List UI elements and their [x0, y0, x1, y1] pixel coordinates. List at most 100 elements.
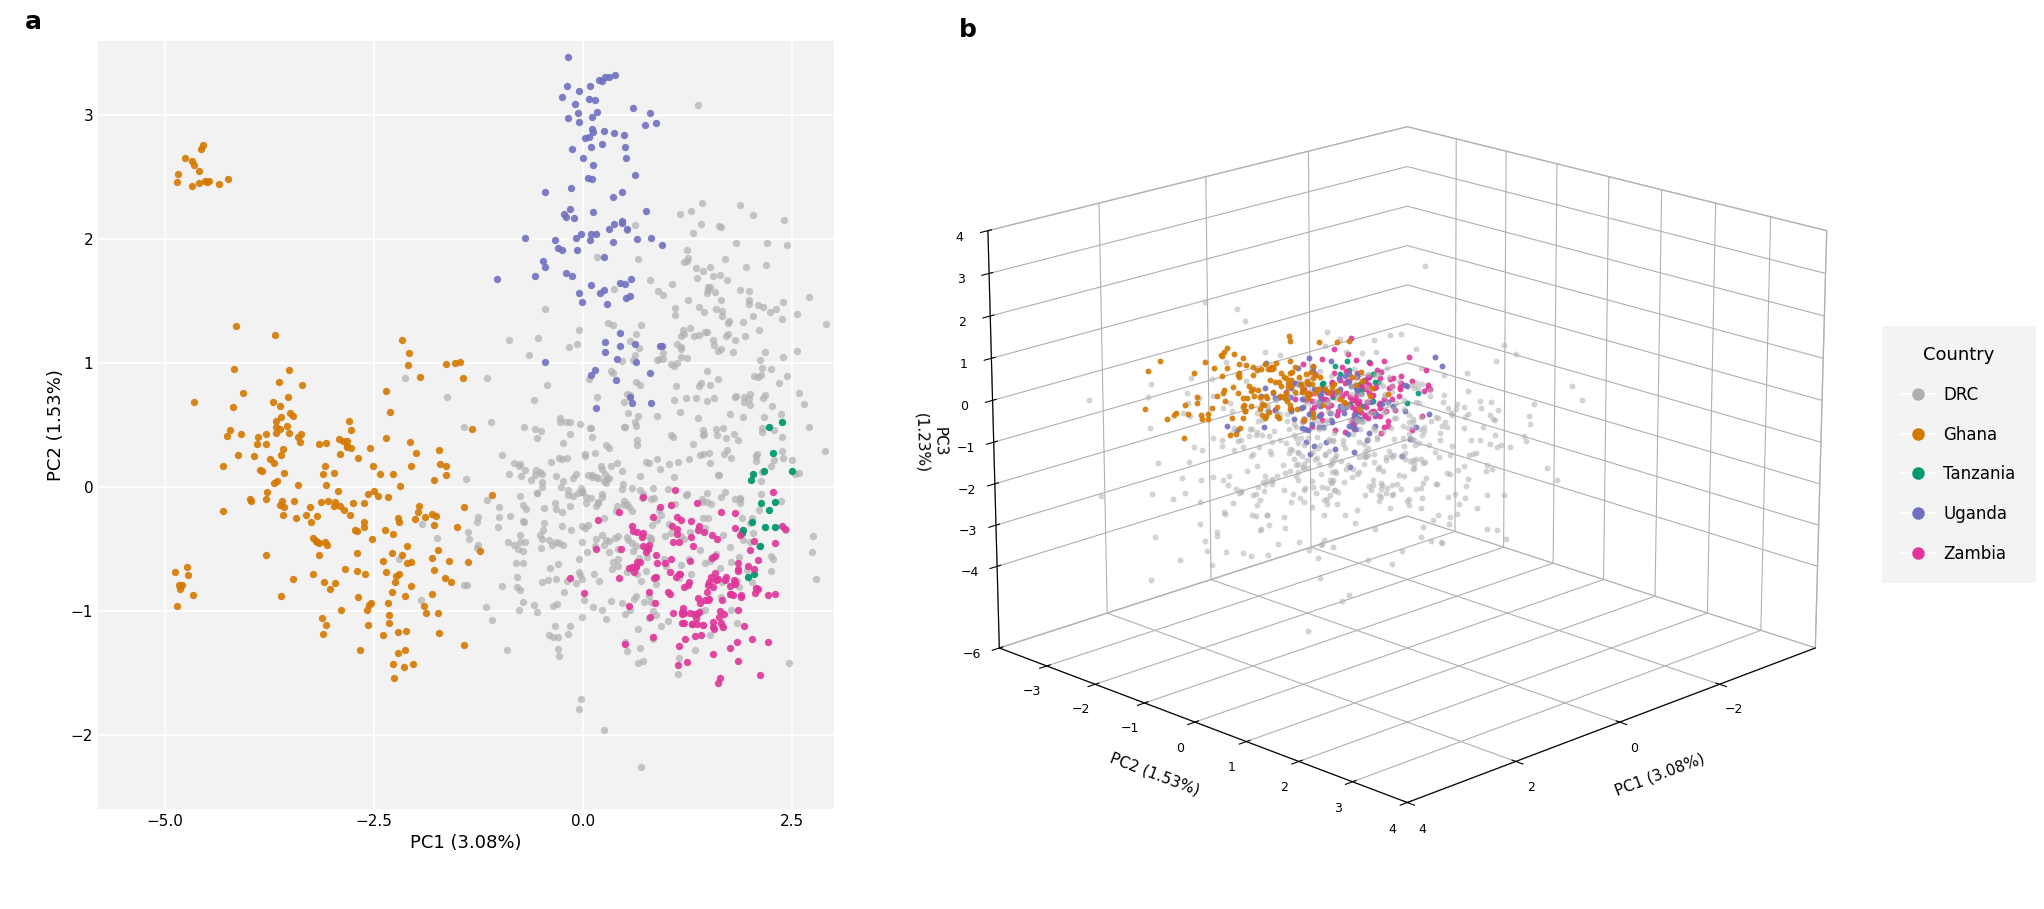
Point	[666, 615, 699, 630]
Point	[646, 287, 679, 302]
Point	[681, 261, 713, 275]
Point	[560, 575, 593, 590]
Point	[601, 542, 634, 556]
Point	[691, 486, 724, 501]
Point	[213, 172, 245, 186]
Point	[719, 634, 752, 649]
Point	[572, 129, 605, 144]
Point	[417, 473, 450, 487]
Point	[677, 225, 709, 240]
Point	[388, 660, 421, 674]
Point	[709, 252, 742, 266]
Point	[572, 92, 605, 106]
Point	[660, 569, 693, 584]
Point	[294, 515, 327, 530]
Point	[527, 523, 560, 537]
Point	[290, 507, 323, 522]
Point	[347, 514, 380, 529]
Point	[623, 554, 656, 569]
Point	[705, 309, 738, 324]
Point	[580, 496, 613, 511]
Point	[499, 538, 531, 553]
Point	[613, 334, 646, 348]
Point	[307, 466, 339, 481]
Point	[687, 617, 719, 632]
Point	[276, 409, 309, 424]
Point	[517, 598, 550, 613]
Point	[409, 510, 442, 524]
Point	[593, 69, 625, 84]
Point	[217, 400, 249, 415]
Point	[619, 167, 652, 182]
Point	[435, 574, 468, 589]
Point	[392, 345, 425, 360]
Point	[756, 398, 789, 413]
Point	[370, 384, 403, 398]
Point	[319, 494, 352, 509]
Point	[630, 545, 662, 560]
Point	[646, 339, 679, 354]
Point	[525, 425, 558, 439]
Point	[625, 539, 658, 554]
Point	[646, 352, 679, 366]
Point	[650, 556, 683, 571]
Point	[429, 357, 462, 372]
Point	[705, 342, 738, 356]
Point	[495, 508, 527, 523]
Point	[681, 97, 713, 112]
Point	[619, 589, 652, 604]
Point	[574, 140, 607, 155]
Point	[658, 470, 691, 484]
Point	[736, 632, 769, 646]
Point	[372, 615, 405, 630]
Point	[707, 527, 740, 542]
Point	[382, 514, 415, 529]
Point	[719, 574, 752, 588]
Point	[587, 723, 619, 737]
Point	[621, 554, 654, 569]
Point	[775, 464, 807, 479]
Point	[411, 605, 444, 620]
Point	[560, 231, 593, 245]
Point	[658, 359, 691, 374]
Point	[666, 605, 699, 620]
Point	[630, 550, 662, 564]
Point	[697, 269, 730, 284]
Point	[662, 567, 695, 582]
Point	[335, 440, 368, 454]
Point	[636, 230, 668, 245]
Point	[742, 370, 775, 385]
Point	[583, 73, 615, 87]
Point	[540, 572, 572, 586]
Point	[705, 593, 738, 607]
Point	[766, 430, 799, 445]
Point	[599, 530, 632, 544]
Point	[640, 607, 672, 622]
Point	[695, 550, 728, 564]
Point	[178, 157, 211, 172]
Point	[658, 497, 691, 512]
Point	[769, 522, 801, 536]
Point	[719, 389, 752, 404]
Point	[717, 573, 750, 587]
Point	[589, 467, 621, 482]
Point	[519, 269, 552, 284]
Point	[382, 552, 415, 566]
Point	[562, 115, 595, 129]
Point	[734, 473, 766, 487]
Point	[642, 408, 675, 423]
Point	[601, 352, 634, 366]
Point	[462, 537, 495, 552]
Point	[589, 345, 621, 360]
Point	[529, 355, 562, 369]
Point	[713, 641, 746, 655]
Point	[460, 540, 493, 554]
Point	[570, 496, 603, 511]
Point	[640, 570, 672, 584]
Point	[429, 459, 462, 474]
Point	[591, 475, 623, 490]
Point	[282, 478, 315, 493]
Point	[797, 529, 830, 544]
Point	[744, 495, 777, 510]
Point	[634, 105, 666, 120]
